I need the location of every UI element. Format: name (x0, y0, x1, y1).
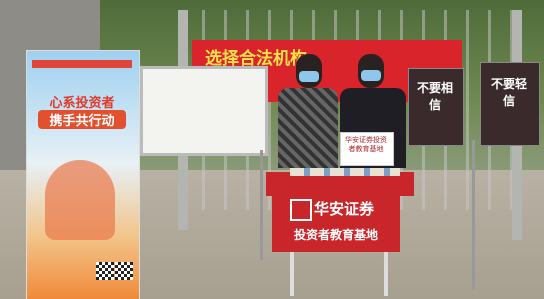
table-sign-logo (290, 199, 312, 221)
person-left-body (278, 88, 338, 168)
qr-code (115, 262, 133, 280)
whiteboard-stand (260, 150, 263, 260)
table-leg (384, 252, 388, 296)
table-sign-subtitle: 投资者教育基地 (278, 226, 394, 243)
poster-line2: 携手共行动 (38, 110, 126, 129)
photo-scene: 选择合法机构 心系投资者 携手共行动 华安证券投资者教育基地 华安证券 投资者教… (0, 0, 544, 299)
qr-code (96, 262, 114, 280)
table-leaflets (290, 168, 400, 176)
poster-header (32, 60, 132, 68)
whiteboard (140, 66, 268, 156)
mask (299, 71, 319, 82)
poster-graphic (45, 160, 115, 240)
sign-stand (472, 140, 475, 290)
sign-text: 不要相信 (408, 80, 462, 114)
poster-line1: 心系投资者 (36, 92, 128, 111)
table-sign-brand: 华安证券 (314, 198, 374, 219)
table-leg (290, 252, 294, 296)
held-sign-text: 华安证券投资者教育基地 (342, 136, 390, 154)
mask (361, 70, 381, 81)
sign-text: 不要轻信 (480, 76, 538, 110)
